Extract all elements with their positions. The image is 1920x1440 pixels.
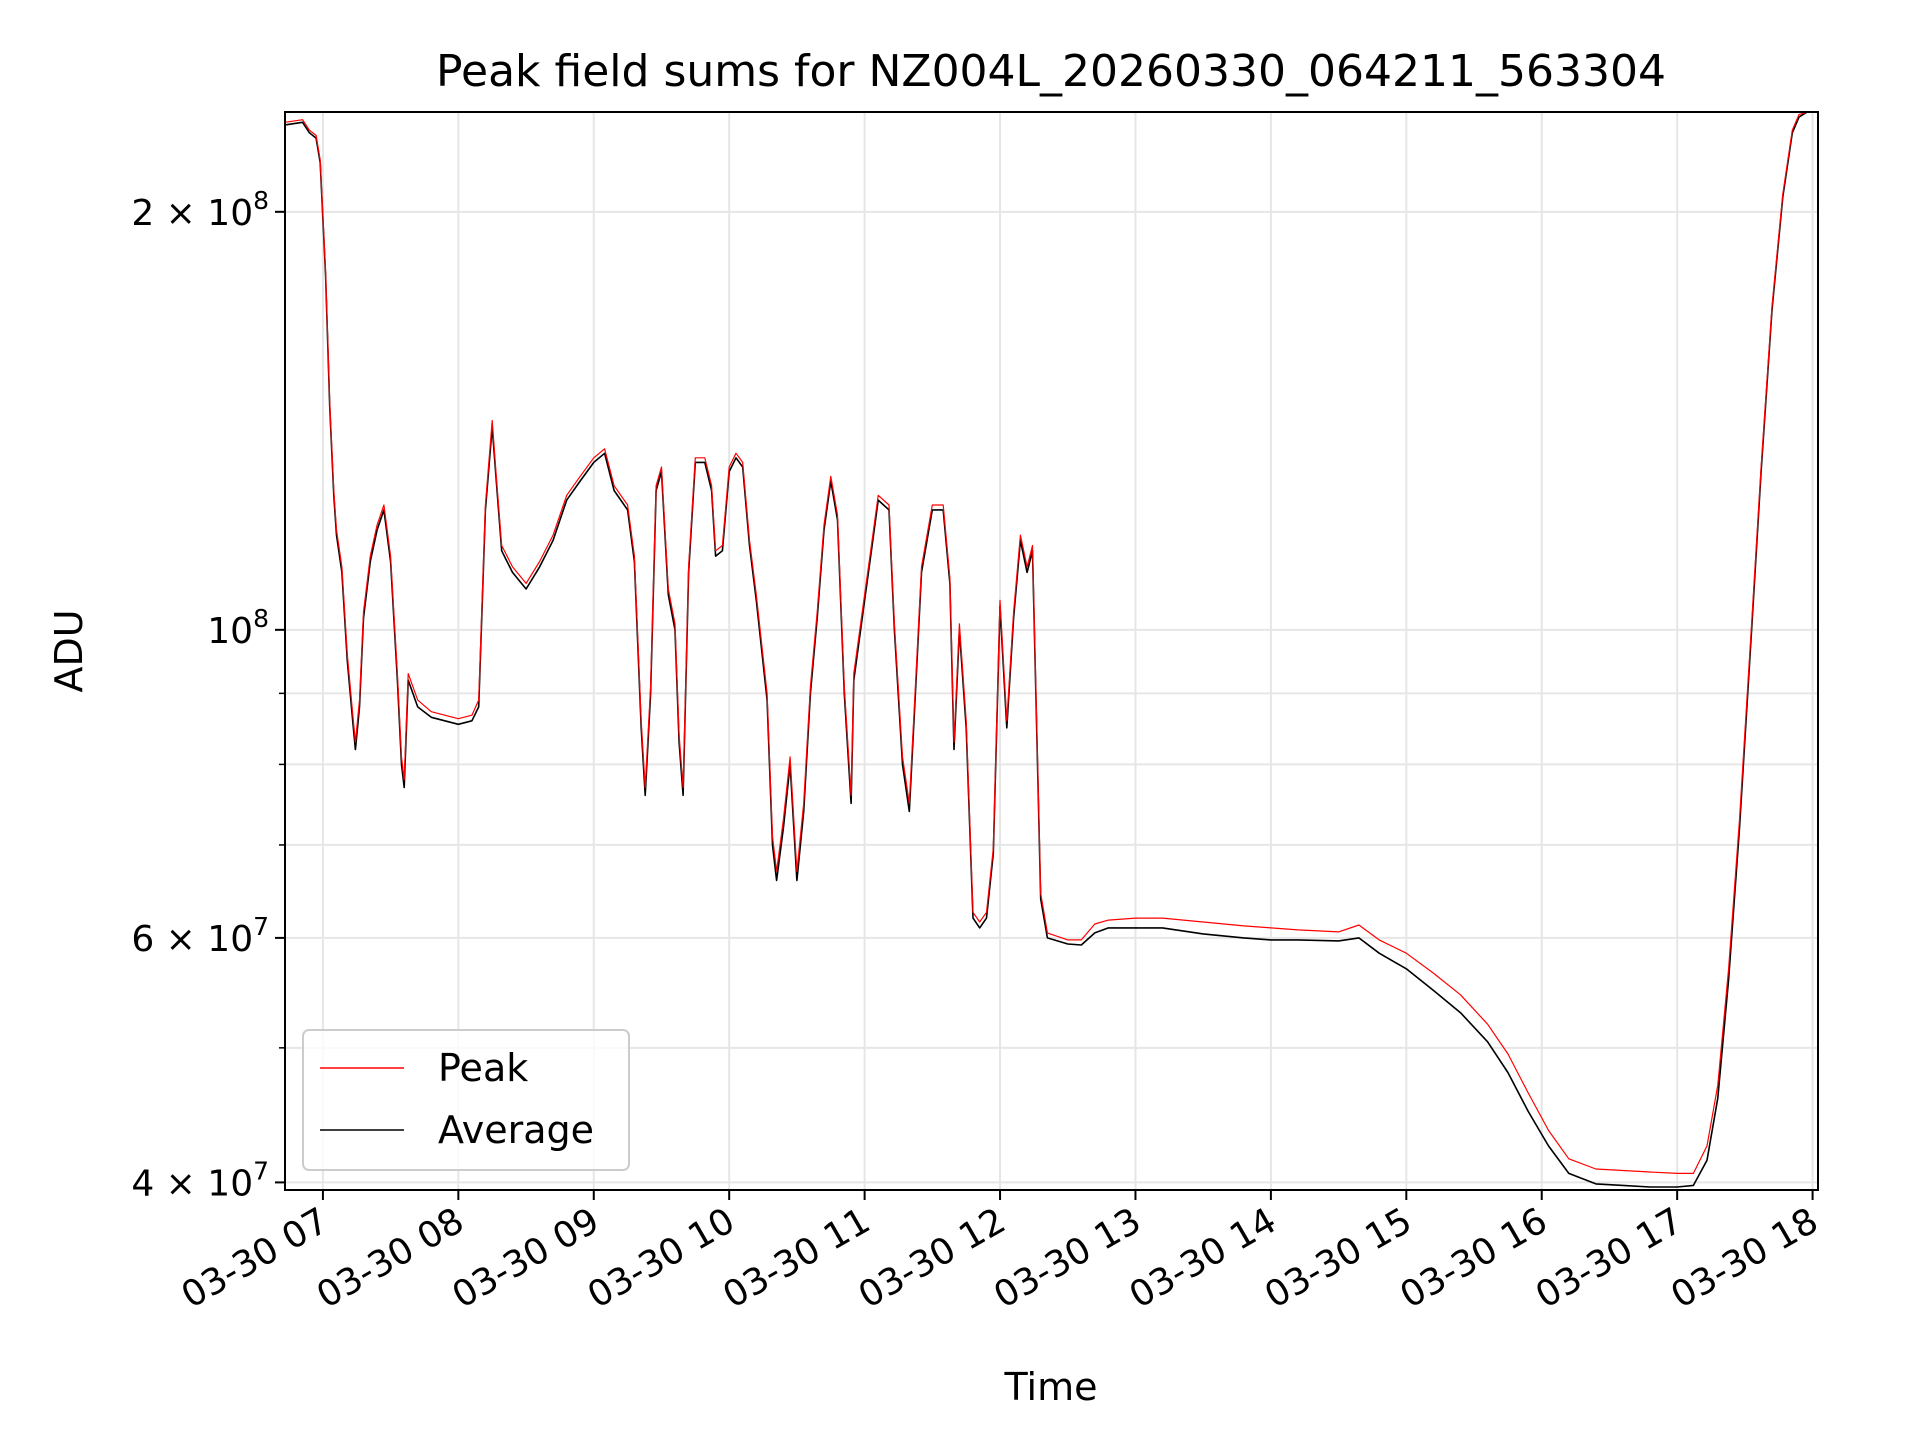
y-tick-label: 2 × 108 (131, 186, 269, 234)
y-axis-label: ADU (47, 609, 91, 692)
plot-series (284, 111, 1818, 1188)
x-axis-label: Time (1004, 1365, 1098, 1409)
y-tick-label: 4 × 107 (131, 1156, 269, 1204)
legend-peak-label: Peak (438, 1046, 528, 1090)
plot-frame (284, 111, 1819, 1191)
legend-average-label: Average (438, 1108, 594, 1152)
legend: Peak Average (302, 1029, 630, 1171)
grid-lines (285, 112, 1818, 1190)
y-tick-label: 108 (207, 604, 269, 652)
legend-frame (302, 1029, 630, 1171)
chart-title: Peak field sums for NZ004L_20260330_0642… (436, 46, 1666, 97)
series-line-peak (284, 111, 1818, 1175)
y-axis-ticks: 4 × 107 6 × 107 108 2 × 108 (131, 186, 285, 1204)
y-tick-label: 6 × 107 (131, 912, 269, 960)
